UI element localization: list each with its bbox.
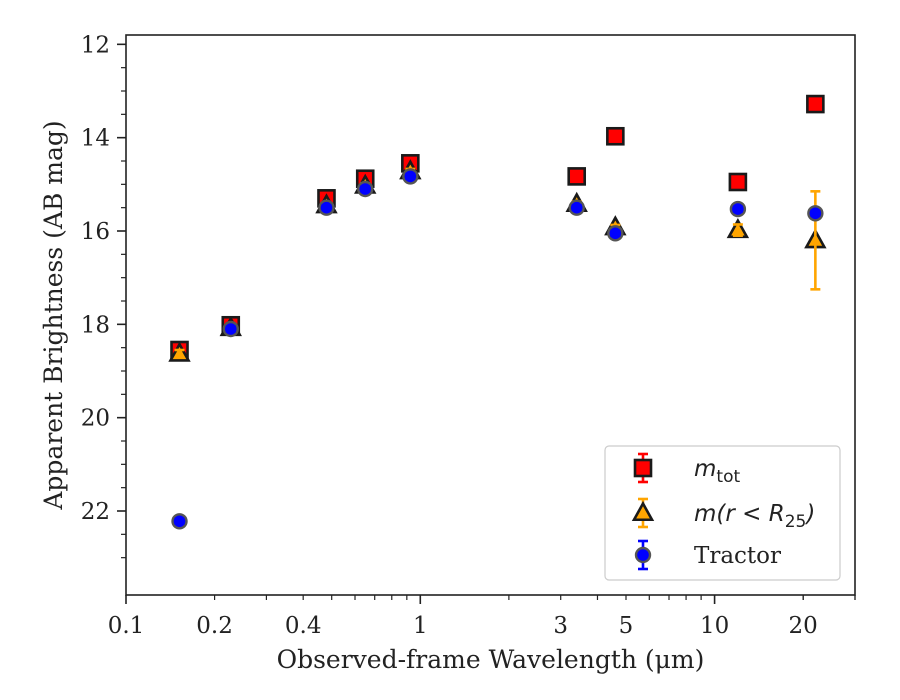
y-tick-label: 14 [81, 126, 110, 152]
x-axis: 0.1 0.2 0.4 1 3 5 10 20 [108, 595, 856, 639]
plot-area: 0.1 0.2 0.4 1 3 5 10 20 12 14 16 18 20 22 [81, 32, 856, 639]
legend-label-tractor: Tractor [694, 543, 781, 569]
legend: mtot m(r < R25) Tractor [604, 445, 841, 581]
errorbar-tractor [610, 229, 621, 237]
y-axis: 12 14 16 18 20 22 [81, 32, 126, 559]
errorbar-tractor [571, 204, 582, 212]
errorbar-tractor [360, 185, 371, 193]
x-tick-label: 10 [700, 613, 729, 639]
errorbar-m-r25 [732, 223, 743, 237]
legend-marker-tractor [634, 546, 652, 564]
x-tick-label: 1 [413, 613, 428, 639]
series-tractor [171, 168, 824, 530]
errorbar-tractor [174, 517, 185, 525]
legend-label-m-r25: m(r < R25) [694, 501, 815, 532]
errorbar-tractor [321, 204, 332, 212]
x-tick-label: 0.1 [108, 613, 145, 639]
errorbar-tractor [810, 209, 821, 217]
x-tick-label: 3 [553, 613, 568, 639]
y-tick-label: 22 [81, 499, 110, 525]
errorbar-tractor [405, 172, 416, 181]
y-axis-label: Apparent Brightness (AB mag) [39, 120, 68, 510]
x-tick-label: 5 [619, 613, 634, 639]
errorbar-m-r25 [174, 348, 185, 359]
legend-marker-m-r25 [631, 500, 655, 522]
legend-marker-mtot [633, 458, 653, 478]
legend-frame [604, 445, 841, 581]
errorbar-mtot [810, 100, 821, 108]
y-tick-label: 12 [81, 32, 110, 58]
errorbar-mtot [571, 172, 582, 181]
x-tick-label: 0.2 [196, 613, 233, 639]
y-tick-label: 20 [81, 406, 110, 432]
y-tick-label: 16 [81, 219, 110, 245]
legend-label-mtot: mtot [694, 456, 740, 487]
errorbar-tractor [225, 325, 236, 333]
errorbar-mtot [732, 178, 743, 186]
errorbar-mtot [610, 132, 621, 140]
x-axis-label: Observed-frame Wavelength (μm) [277, 645, 705, 674]
x-tick-label: 20 [789, 613, 818, 639]
x-tick-label: 0.4 [285, 613, 322, 639]
y-tick-label: 18 [81, 312, 110, 338]
data-marks [168, 94, 827, 530]
errorbar-tractor [732, 205, 743, 213]
